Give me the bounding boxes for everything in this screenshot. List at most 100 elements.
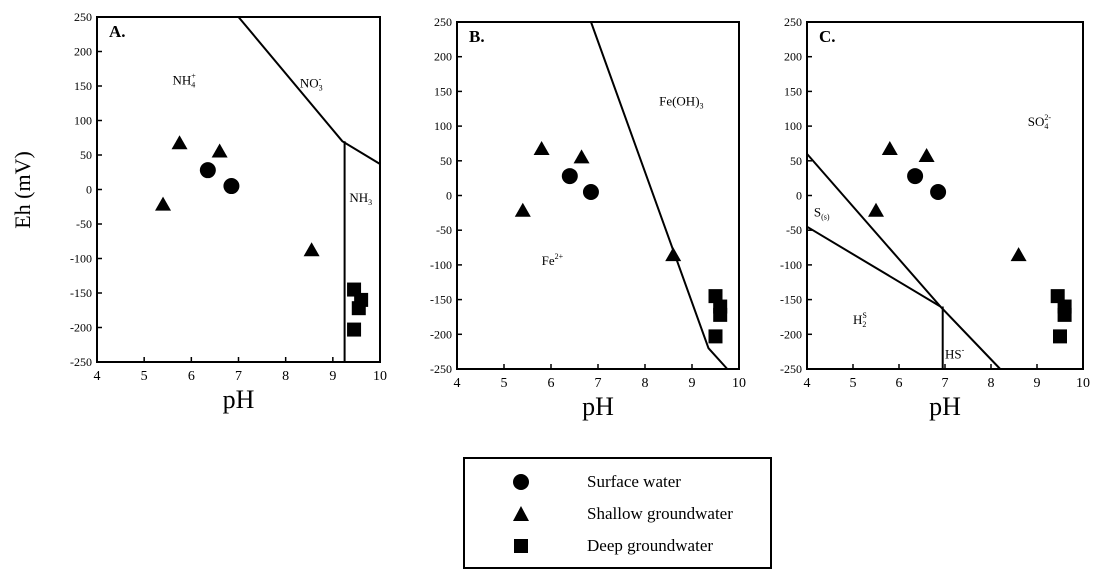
region-label: S(s) <box>814 204 830 221</box>
x-tick-label: 6 <box>896 376 903 391</box>
region-label: Fe2+ <box>542 252 564 268</box>
shallow-groundwater-point <box>918 147 935 162</box>
shallow-groundwater-point <box>868 202 884 217</box>
x-tick-label: 9 <box>329 369 336 384</box>
y-tick-label: -50 <box>786 223 802 237</box>
x-tick-label: 7 <box>595 376 602 391</box>
circle-marker-icon <box>513 474 529 490</box>
x-tick-label: 10 <box>373 369 387 384</box>
region-label: SO42- <box>1028 113 1052 131</box>
shallow-groundwater-point <box>1010 247 1027 262</box>
y-tick-label: -200 <box>430 327 452 341</box>
y-tick-label: 100 <box>74 114 92 128</box>
y-tick-label: 0 <box>446 189 452 203</box>
y-tick-label: 150 <box>74 79 92 93</box>
y-tick-label: -250 <box>780 362 802 376</box>
square-marker-icon <box>514 539 528 553</box>
region-label: NO3- <box>300 74 323 92</box>
y-tick-label: -150 <box>70 286 92 300</box>
x-axis-title: pH <box>582 392 614 421</box>
y-tick-label: -250 <box>70 355 92 369</box>
y-tick-label: 50 <box>440 154 452 168</box>
legend-label: Deep groundwater <box>587 536 714 555</box>
region-label: Fe(OH)3 <box>659 93 703 110</box>
x-tick-label: 8 <box>988 376 995 391</box>
y-tick-label: 150 <box>434 84 452 98</box>
region-label: HS- <box>945 346 965 362</box>
stability-boundary-line <box>806 153 942 308</box>
x-tick-label: 4 <box>454 376 461 391</box>
y-tick-label: -150 <box>430 293 452 307</box>
legend-item-deep-groundwater: Deep groundwater <box>465 533 770 559</box>
y-tick-label: 250 <box>784 15 802 29</box>
y-tick-label: 250 <box>434 15 452 29</box>
x-tick-label: 5 <box>141 369 148 384</box>
shallow-groundwater-point <box>665 247 682 262</box>
x-tick-label: 5 <box>501 376 508 391</box>
y-tick-label: 150 <box>784 84 802 98</box>
y-tick-label: 0 <box>86 183 92 197</box>
y-tick-label: -100 <box>430 258 452 272</box>
deep-groundwater-point <box>351 301 366 316</box>
y-tick-label: -250 <box>430 362 452 376</box>
panel-label: B. <box>469 27 485 46</box>
y-tick-label: -100 <box>70 252 92 266</box>
x-tick-label: 6 <box>548 376 555 391</box>
x-tick-label: 8 <box>642 376 649 391</box>
legend-label: Surface water <box>587 472 681 491</box>
y-tick-label: 200 <box>74 45 92 59</box>
x-tick-label: 10 <box>1076 376 1090 391</box>
surface-water-point <box>199 162 216 179</box>
y-tick-label: 50 <box>790 154 802 168</box>
panel-label: C. <box>819 27 836 46</box>
shallow-groundwater-point <box>533 141 550 156</box>
surface-water-point <box>907 168 924 185</box>
y-tick-label: 50 <box>80 148 92 162</box>
y-tick-label: -150 <box>780 293 802 307</box>
triangle-marker-icon <box>513 506 529 521</box>
region-label: NH4+ <box>172 72 196 90</box>
stability-boundary-line <box>237 16 381 165</box>
x-tick-label: 8 <box>282 369 289 384</box>
legend-label: Shallow groundwater <box>587 504 733 523</box>
deep-groundwater-point <box>1057 307 1072 322</box>
x-tick-label: 7 <box>942 376 949 391</box>
x-tick-label: 5 <box>850 376 857 391</box>
y-tick-label: 100 <box>784 119 802 133</box>
x-tick-label: 4 <box>94 369 101 384</box>
panel-label: A. <box>109 22 126 41</box>
x-axis-title: pH <box>223 385 255 414</box>
surface-water-point <box>223 178 240 195</box>
stability-boundary-line <box>590 21 729 370</box>
surface-water-point <box>582 184 599 201</box>
x-tick-label: 10 <box>732 376 746 391</box>
legend-item-shallow-groundwater: Shallow groundwater <box>465 501 770 527</box>
surface-water-point <box>561 168 578 185</box>
y-tick-label: 200 <box>784 50 802 64</box>
shallow-groundwater-point <box>881 141 898 156</box>
region-label: NH3 <box>349 190 372 207</box>
shallow-groundwater-point <box>573 149 590 164</box>
x-tick-label: 7 <box>235 369 242 384</box>
shallow-groundwater-point <box>303 242 320 257</box>
shallow-groundwater-point <box>171 135 188 150</box>
y-tick-label: 0 <box>796 189 802 203</box>
x-axis-title: pH <box>929 392 961 421</box>
y-tick-label: 100 <box>434 119 452 133</box>
deep-groundwater-point <box>713 307 728 322</box>
shallow-groundwater-point <box>514 202 531 217</box>
deep-groundwater-point <box>347 322 362 337</box>
y-tick-label: -200 <box>780 327 802 341</box>
x-tick-label: 4 <box>804 376 811 391</box>
deep-groundwater-point <box>1053 329 1067 344</box>
region-label: H2S <box>853 311 867 329</box>
y-tick-label: -50 <box>436 223 452 237</box>
y-tick-label: -200 <box>70 321 92 335</box>
y-tick-label: 250 <box>74 10 92 24</box>
x-tick-label: 9 <box>689 376 696 391</box>
legend: Surface water Shallow groundwater Deep g… <box>463 457 772 569</box>
